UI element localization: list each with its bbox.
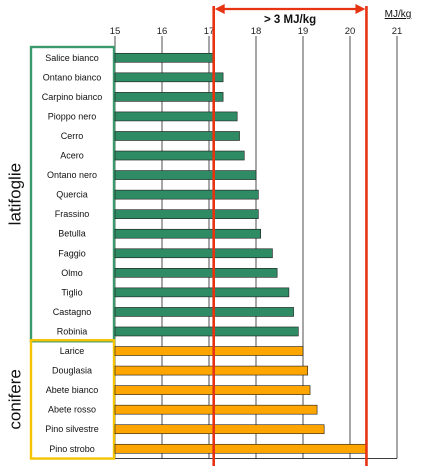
bar [114,365,308,376]
x-axis-ticks: 15 16 17 18 19 20 21 [110,26,403,37]
range-annotation: > 3 MJ/kg [212,4,368,466]
bar [114,228,261,239]
category-label: Salice bianco [45,53,99,63]
category-label: Pino strobo [49,444,95,454]
bar [114,287,290,298]
category-label: Castagno [53,307,92,317]
category-label: Frassino [55,209,90,219]
category-labels: Salice bianco Ontano bianco Carpino bianco… [42,53,103,454]
chart-grid [114,36,398,459]
bar [114,248,273,259]
bar [114,150,245,161]
range-label: > 3 MJ/kg [264,14,316,26]
category-label: Betulla [58,229,86,239]
category-label: Cerro [61,131,84,141]
bar [114,189,259,200]
category-label: Douglasia [52,366,92,376]
category-label: Acero [60,151,84,161]
category-label: Faggio [58,248,86,258]
group-boxes: latifoglie conifere [5,45,116,460]
x-tick-label: 15 [110,26,121,37]
bar [114,92,224,102]
x-tick-label: 21 [392,26,403,37]
bar [114,424,325,435]
category-label: Larice [60,346,85,356]
category-label: Ontano nero [47,170,97,180]
category-label: Pioppo nero [48,111,97,121]
bar [114,404,318,415]
bar [114,111,238,122]
x-tick-label: 16 [157,26,168,37]
category-label: Tiglio [61,287,82,297]
group-label: latifoglie [5,163,24,225]
bar [114,307,294,317]
group-label: conifere [5,369,24,429]
bar [114,72,224,83]
category-label: Ontano bianco [43,72,102,82]
unit-label: MJ/kg [385,9,412,20]
category-label: Pino silvestre [45,424,99,434]
bar [114,209,259,219]
category-label: Olmo [61,268,83,278]
category-label: Quercia [56,190,88,200]
category-label: Carpino bianco [42,92,103,102]
bar [114,443,367,454]
range-arrowhead-right [355,4,366,14]
bar [114,346,304,356]
bars [114,52,367,454]
bar [114,52,214,63]
category-label: Abete bianco [46,385,99,395]
x-tick-label: 20 [345,26,356,37]
x-tick-label: 19 [298,26,309,37]
category-label: Abete rosso [48,405,96,415]
bar [114,326,299,337]
group-box [29,339,116,460]
x-tick-label: 18 [251,26,262,37]
bar [114,170,257,180]
bar [114,131,240,141]
bar [114,268,278,278]
range-arrowhead-left [214,4,225,14]
category-label: Robinia [57,326,88,336]
x-tick-label: 17 [204,26,215,37]
